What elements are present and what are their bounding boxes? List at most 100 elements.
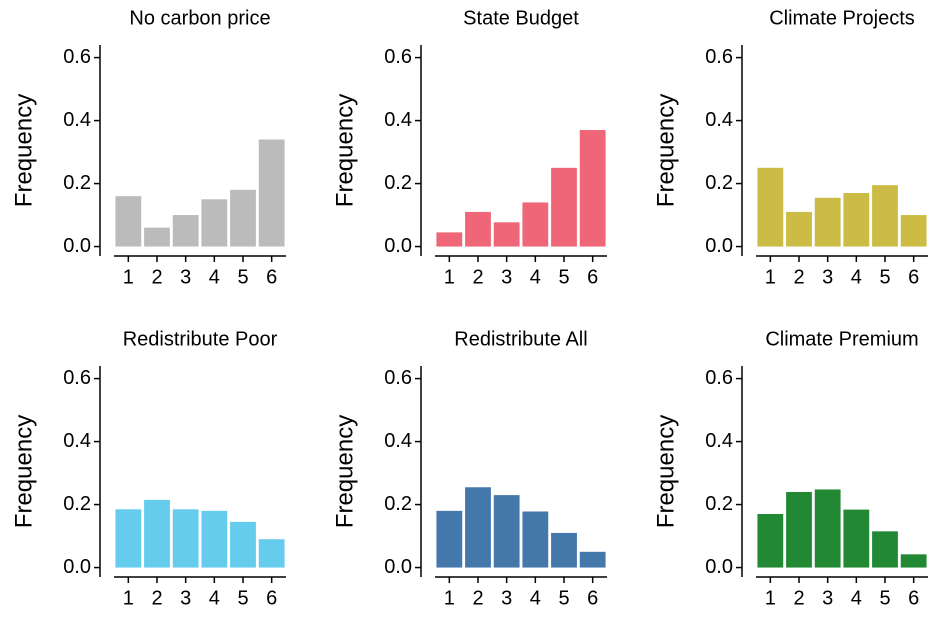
x-tick-label: 6 — [266, 266, 277, 288]
bar — [201, 199, 228, 247]
y-tick-label: 0.2 — [384, 493, 412, 515]
x-tick-label: 2 — [472, 587, 483, 609]
x-tick-label: 6 — [587, 266, 598, 288]
panel-title: Climate Premium — [765, 328, 918, 350]
bar — [579, 551, 606, 568]
x-tick-label: 2 — [793, 266, 804, 288]
bar — [172, 215, 199, 247]
bar — [551, 167, 577, 247]
bar — [522, 511, 549, 568]
x-tick-label: 5 — [237, 266, 248, 288]
y-tick-label: 0.0 — [63, 556, 91, 578]
bar — [436, 232, 463, 247]
bar — [144, 227, 170, 247]
y-tick-label: 0.4 — [705, 109, 733, 131]
y-tick-label: 0.0 — [384, 556, 412, 578]
bar — [757, 167, 784, 247]
y-tick-label: 0.6 — [705, 367, 733, 389]
x-tick-label: 1 — [444, 266, 455, 288]
panel-title: Redistribute All — [454, 328, 587, 350]
y-tick-label: 0.0 — [63, 235, 91, 257]
bar — [465, 487, 491, 568]
x-tick-label: 5 — [558, 587, 569, 609]
y-axis-label: Frequency — [652, 94, 679, 207]
x-tick-label: 2 — [793, 587, 804, 609]
bar — [493, 495, 520, 568]
x-tick-label: 5 — [879, 266, 890, 288]
bar — [115, 196, 142, 247]
x-tick-label: 4 — [209, 266, 220, 288]
x-tick-label: 1 — [123, 266, 134, 288]
bar — [814, 197, 841, 247]
y-tick-label: 0.4 — [384, 109, 412, 131]
x-tick-label: 6 — [908, 266, 919, 288]
bar — [900, 554, 927, 568]
panel-title: State Budget — [463, 7, 579, 29]
panel-title: Redistribute Poor — [123, 328, 278, 350]
y-tick-label: 0.6 — [384, 367, 412, 389]
x-tick-label: 4 — [851, 587, 862, 609]
x-tick-label: 1 — [123, 587, 134, 609]
y-axis-label: Frequency — [10, 415, 37, 528]
y-tick-label: 0.2 — [63, 172, 91, 194]
x-tick-label: 5 — [237, 587, 248, 609]
bar — [230, 189, 256, 247]
y-tick-label: 0.0 — [705, 235, 733, 257]
x-tick-label: 4 — [530, 266, 541, 288]
y-tick-label: 0.2 — [705, 493, 733, 515]
x-tick-label: 3 — [501, 587, 512, 609]
bar — [551, 532, 577, 568]
y-tick-label: 0.4 — [705, 430, 733, 452]
x-tick-label: 6 — [908, 587, 919, 609]
y-tick-label: 0.4 — [384, 430, 412, 452]
bar — [230, 521, 256, 568]
bar — [843, 509, 870, 568]
y-axis-label: Frequency — [652, 415, 679, 528]
x-tick-label: 2 — [151, 587, 162, 609]
y-tick-label: 0.2 — [705, 172, 733, 194]
x-tick-label: 6 — [266, 587, 277, 609]
bar — [900, 215, 927, 247]
y-axis-label: Frequency — [331, 94, 358, 207]
panel-title: No carbon price — [129, 7, 270, 29]
bar — [201, 510, 228, 568]
bar — [115, 509, 142, 568]
x-tick-label: 1 — [444, 587, 455, 609]
bar — [493, 222, 520, 247]
bar — [258, 539, 285, 568]
bar — [579, 130, 606, 247]
x-tick-label: 4 — [851, 266, 862, 288]
y-tick-label: 0.2 — [384, 172, 412, 194]
y-tick-label: 0.4 — [63, 430, 91, 452]
x-tick-label: 5 — [879, 587, 890, 609]
y-tick-label: 0.6 — [63, 367, 91, 389]
bar — [843, 193, 870, 247]
x-tick-label: 3 — [822, 266, 833, 288]
bar — [465, 211, 491, 247]
x-tick-label: 3 — [501, 266, 512, 288]
bar — [258, 139, 285, 247]
y-tick-label: 0.2 — [63, 493, 91, 515]
y-tick-label: 0.0 — [384, 235, 412, 257]
bar — [786, 491, 812, 568]
y-tick-label: 0.6 — [384, 46, 412, 68]
panel-title: Climate Projects — [769, 7, 915, 29]
bar — [872, 531, 898, 568]
x-tick-label: 3 — [822, 587, 833, 609]
y-tick-label: 0.4 — [63, 109, 91, 131]
bar — [814, 489, 841, 568]
x-tick-label: 5 — [558, 266, 569, 288]
x-tick-label: 4 — [530, 587, 541, 609]
y-tick-label: 0.6 — [705, 46, 733, 68]
bar — [757, 514, 784, 568]
y-axis-label: Frequency — [331, 415, 358, 528]
x-tick-label: 1 — [765, 587, 776, 609]
x-tick-label: 3 — [180, 587, 191, 609]
bar — [872, 185, 898, 247]
x-tick-label: 1 — [765, 266, 776, 288]
bar — [786, 211, 812, 247]
y-tick-label: 0.0 — [705, 556, 733, 578]
bar — [522, 202, 549, 247]
x-tick-label: 4 — [209, 587, 220, 609]
